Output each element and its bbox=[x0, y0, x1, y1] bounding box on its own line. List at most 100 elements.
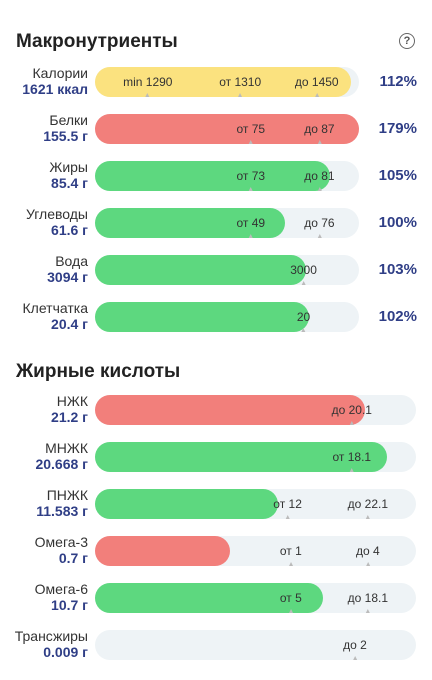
progress-track: от 5 до 18.1 bbox=[95, 583, 416, 613]
threshold-mark: до 87 bbox=[304, 114, 335, 144]
nutrient-row-omega6[interactable]: Омега-6 10.7 г от 5 до 18.1 bbox=[0, 580, 432, 616]
progress-track: min 1290 от 1310 до 1450 bbox=[95, 67, 359, 97]
nutrient-value: 21.2 г bbox=[51, 409, 88, 425]
threshold-label: от 1 bbox=[279, 544, 302, 558]
nutrient-percent: 179% bbox=[378, 120, 417, 137]
nutrient-label: Жиры 85.4 г bbox=[49, 159, 88, 191]
nutrient-name: Трансжиры bbox=[14, 628, 88, 644]
threshold-mark: до 2 bbox=[343, 630, 367, 660]
threshold-label: от 75 bbox=[236, 122, 266, 136]
threshold-mark: 3000 bbox=[290, 255, 317, 285]
nutrient-name: Омега-3 bbox=[34, 534, 88, 550]
progress-track: до 2 bbox=[95, 630, 416, 660]
nutrient-name: Вода bbox=[55, 253, 88, 269]
nutrient-row-sfa[interactable]: НЖК 21.2 г до 20.1 bbox=[0, 392, 432, 428]
threshold-label: от 49 bbox=[236, 216, 266, 230]
nutrient-name: Углеводы bbox=[25, 206, 88, 222]
nutrient-name: Белки bbox=[49, 112, 88, 128]
nutrient-value: 85.4 г bbox=[51, 175, 88, 191]
nutrient-row-water[interactable]: Вода 3094 г 3000 103% bbox=[0, 252, 432, 288]
threshold-mark: от 73 bbox=[236, 161, 265, 191]
threshold-tick bbox=[349, 468, 354, 472]
nutrient-label: ПНЖК 11.583 г bbox=[36, 487, 88, 519]
nutrient-row-fiber[interactable]: Клетчатка 20.4 г 20 102% bbox=[0, 299, 432, 335]
nutrient-percent: 100% bbox=[378, 214, 417, 231]
progress-track: от 12 до 22.1 bbox=[95, 489, 416, 519]
threshold-label: от 73 bbox=[236, 169, 266, 183]
threshold-label: min 1290 bbox=[123, 75, 173, 89]
threshold-tick bbox=[317, 234, 322, 238]
nutrient-label: НЖК 21.2 г bbox=[51, 393, 88, 425]
threshold-mark: от 49 bbox=[236, 208, 265, 238]
threshold-mark: от 1 bbox=[280, 536, 302, 566]
threshold-tick bbox=[145, 93, 150, 97]
progress-fill bbox=[95, 489, 278, 519]
nutrient-percent: 102% bbox=[378, 308, 417, 325]
threshold-label: от 1310 bbox=[219, 75, 262, 89]
threshold-tick bbox=[317, 140, 322, 144]
threshold-mark: от 5 bbox=[280, 583, 302, 613]
progress-fill bbox=[95, 302, 309, 332]
nutrient-label: Белки 155.5 г bbox=[43, 112, 88, 144]
nutrient-name: Калории bbox=[32, 65, 88, 81]
threshold-mark: от 1310 bbox=[219, 67, 261, 97]
progress-fill bbox=[95, 161, 330, 191]
progress-fill bbox=[95, 255, 307, 285]
nutrient-row-protein[interactable]: Белки 155.5 г от 75 до 87 179% bbox=[0, 111, 432, 147]
threshold-mark: до 76 bbox=[304, 208, 335, 238]
question-circle-icon[interactable]: ? bbox=[399, 33, 415, 49]
progress-fill bbox=[95, 536, 230, 566]
progress-track: от 73 до 81 bbox=[95, 161, 359, 191]
threshold-label: от 12 bbox=[273, 497, 302, 511]
threshold-tick bbox=[248, 187, 253, 191]
threshold-mark: до 1450 bbox=[295, 67, 339, 97]
threshold-mark: до 18.1 bbox=[348, 583, 388, 613]
nutrient-label: Углеводы 61.6 г bbox=[26, 206, 88, 238]
threshold-label: до 81 bbox=[304, 169, 335, 183]
threshold-label: до 87 bbox=[304, 122, 335, 136]
threshold-mark: до 4 bbox=[356, 536, 380, 566]
nutrient-value: 10.7 г bbox=[51, 597, 88, 613]
nutrient-percent: 112% bbox=[379, 73, 417, 90]
nutrient-percent: 105% bbox=[378, 167, 417, 184]
threshold-mark: 20 bbox=[297, 302, 310, 332]
threshold-tick bbox=[365, 562, 370, 566]
threshold-tick bbox=[288, 562, 293, 566]
nutrient-value: 11.583 г bbox=[36, 503, 88, 519]
nutrient-label: Вода 3094 г bbox=[47, 253, 88, 285]
nutrient-name: Жиры bbox=[49, 159, 88, 175]
nutrient-row-carbs[interactable]: Углеводы 61.6 г от 49 до 76 100% bbox=[0, 205, 432, 241]
nutrient-value: 20.4 г bbox=[51, 316, 88, 332]
progress-track: 3000 bbox=[95, 255, 359, 285]
threshold-tick bbox=[365, 609, 370, 613]
threshold-label: от 5 bbox=[279, 591, 302, 605]
threshold-tick bbox=[365, 515, 370, 519]
threshold-label: от 18.1 bbox=[332, 450, 372, 464]
nutrient-row-calories[interactable]: Калории 1621 ккал min 1290 от 1310 до 1450 11… bbox=[0, 64, 432, 100]
progress-fill bbox=[95, 208, 286, 238]
nutrient-row-mufa[interactable]: МНЖК 20.668 г от 18.1 bbox=[0, 439, 432, 475]
nutrient-value: 61.6 г bbox=[51, 222, 88, 238]
nutrient-percent: 103% bbox=[378, 261, 417, 278]
threshold-tick bbox=[238, 93, 243, 97]
nutrient-row-trans[interactable]: Трансжиры 0.009 г до 2 bbox=[0, 627, 432, 663]
nutrient-value: 155.5 г bbox=[43, 128, 88, 144]
progress-fill bbox=[95, 442, 388, 472]
nutrient-row-pufa[interactable]: ПНЖК 11.583 г от 12 до 22.1 bbox=[0, 486, 432, 522]
nutrient-name: Клетчатка bbox=[22, 300, 88, 316]
nutrient-name: Омега-6 bbox=[34, 581, 88, 597]
threshold-label: до 22.1 bbox=[347, 497, 389, 511]
nutrient-row-fat[interactable]: Жиры 85.4 г от 73 до 81 105% bbox=[0, 158, 432, 194]
threshold-label: 3000 bbox=[290, 263, 317, 277]
macros-title: Макронутриенты bbox=[16, 31, 178, 52]
nutrient-name: МНЖК bbox=[45, 440, 88, 456]
nutrient-label: МНЖК 20.668 г bbox=[35, 440, 88, 472]
nutrient-value: 0.7 г bbox=[58, 550, 88, 566]
threshold-label: до 76 bbox=[304, 216, 335, 230]
threshold-tick bbox=[301, 328, 306, 332]
threshold-label: до 20.1 bbox=[331, 403, 372, 417]
threshold-mark: от 12 bbox=[273, 489, 302, 519]
nutrient-row-omega3[interactable]: Омега-3 0.7 г от 1 до 4 bbox=[0, 533, 432, 569]
threshold-label: до 18.1 bbox=[347, 591, 389, 605]
